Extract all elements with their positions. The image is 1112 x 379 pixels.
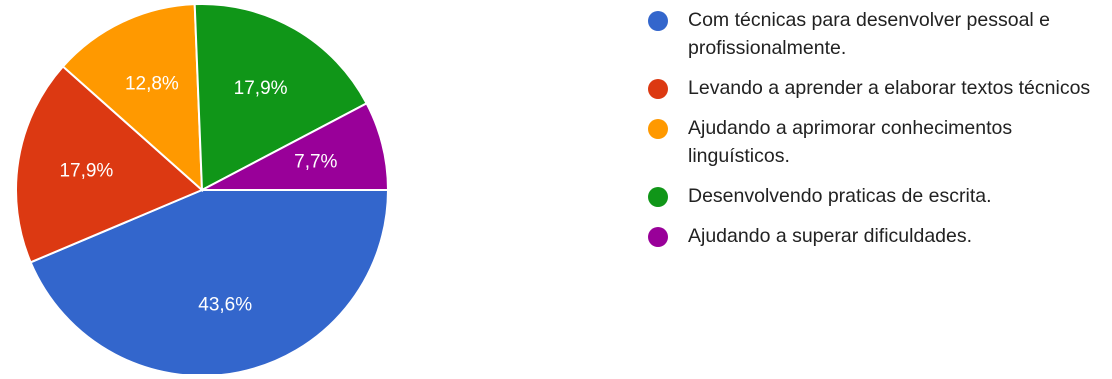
pie-slice-labels: 43,6% 17,9% 12,8% 17,9% 7,7% — [59, 74, 337, 316]
legend-label: Ajudando a superar dificuldades. — [688, 225, 973, 247]
chart-legend: Com técnicas para desenvolver pessoal e … — [648, 6, 1108, 262]
pie-slices — [15, 3, 390, 377]
legend-label: Ajudando a aprimorar conhecimentos lingu… — [688, 117, 1013, 167]
pie-slice-2 — [15, 65, 204, 264]
pie-slice-1 — [29, 189, 390, 377]
legend-swatch-icon — [648, 187, 668, 207]
legend-item-5: Ajudando a superar dificuldades. — [648, 222, 1108, 250]
pie-slice-label-5: 7,7% — [294, 151, 337, 172]
pie-slice-4 — [193, 3, 368, 192]
legend-label: Levando a aprender a elaborar textos téc… — [688, 77, 1091, 99]
legend-label: Desenvolvendo praticas de escrita. — [688, 185, 992, 207]
legend-item-4: Desenvolvendo praticas de escrita. — [648, 182, 1108, 210]
legend-swatch-icon — [648, 79, 668, 99]
legend-swatch-icon — [648, 119, 668, 139]
legend-item-2: Levando a aprender a elaborar textos téc… — [648, 74, 1108, 102]
pie-slice-label-4: 17,9% — [234, 78, 288, 99]
pie-slice-label-3: 12,8% — [125, 74, 179, 95]
pie-slice-3 — [61, 3, 204, 193]
pie-slice-label-2: 17,9% — [59, 160, 113, 181]
legend-label: Com técnicas para desenvolver pessoal e … — [688, 9, 1051, 59]
pie-slice-5 — [201, 102, 390, 191]
legend-item-3: Ajudando a aprimorar conhecimentos lingu… — [648, 114, 1108, 170]
pie-slice-label-1: 43,6% — [198, 294, 252, 315]
legend-item-1: Com técnicas para desenvolver pessoal e … — [648, 6, 1108, 62]
legend-swatch-icon — [648, 227, 668, 247]
legend-swatch-icon — [648, 11, 668, 31]
